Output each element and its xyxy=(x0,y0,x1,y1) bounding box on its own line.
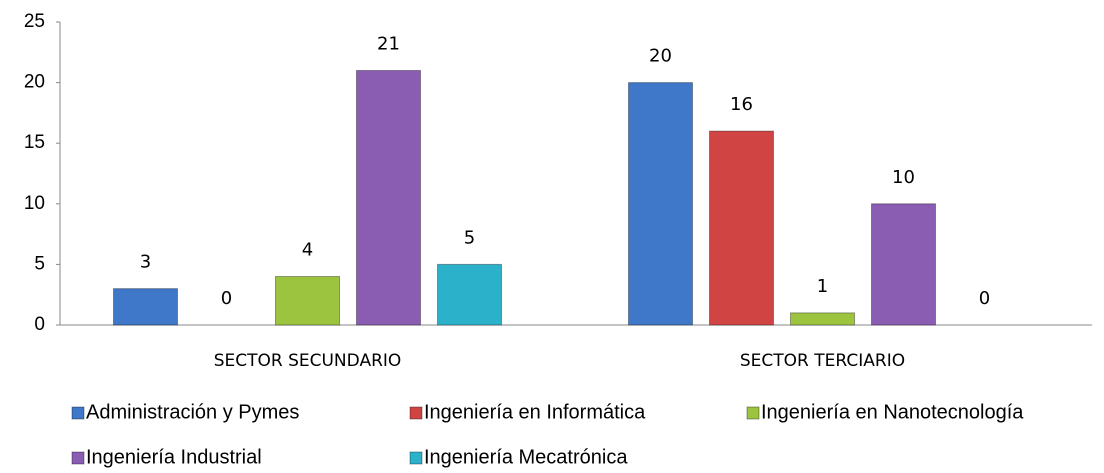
legend-label: Ingeniería en Nanotecnología xyxy=(761,401,1024,423)
y-tick-label: 0 xyxy=(34,314,45,335)
bar xyxy=(871,203,936,326)
y-tick-label: 10 xyxy=(24,193,45,214)
legend-swatch xyxy=(409,406,423,420)
x-tick-label: SECTOR TERCIARIO xyxy=(740,351,905,371)
data-label: 16 xyxy=(730,94,753,115)
data-label: 21 xyxy=(377,33,400,54)
bar xyxy=(790,312,855,326)
bar xyxy=(437,263,502,326)
legend-swatch xyxy=(71,406,85,420)
legend-swatch xyxy=(409,451,423,465)
legend-swatch xyxy=(746,406,760,420)
x-tick-label: SECTOR SECUNDARIO xyxy=(214,351,402,371)
legend-label: Administración y Pymes xyxy=(86,401,299,423)
bar xyxy=(628,82,693,326)
legend-label: Ingeniería Mecatrónica xyxy=(424,446,628,468)
bar xyxy=(113,288,178,326)
bar xyxy=(275,276,340,326)
data-label: 0 xyxy=(979,288,990,309)
data-label: 20 xyxy=(649,46,672,67)
data-label: 5 xyxy=(464,227,475,248)
y-tick-label: 5 xyxy=(34,253,45,274)
data-label: 4 xyxy=(302,240,313,261)
legend-label: Ingeniería Industrial xyxy=(86,446,262,468)
data-label: 3 xyxy=(140,252,151,273)
bar xyxy=(709,130,774,326)
bar xyxy=(356,69,421,326)
legend-label: Ingeniería en Informática xyxy=(424,401,646,423)
y-tick-label: 25 xyxy=(24,11,45,32)
data-label: 1 xyxy=(817,276,828,297)
data-label: 0 xyxy=(221,288,232,309)
data-label: 10 xyxy=(892,167,915,188)
y-tick-label: 15 xyxy=(24,132,45,153)
legend-swatch xyxy=(71,451,85,465)
y-tick-label: 20 xyxy=(24,72,45,93)
